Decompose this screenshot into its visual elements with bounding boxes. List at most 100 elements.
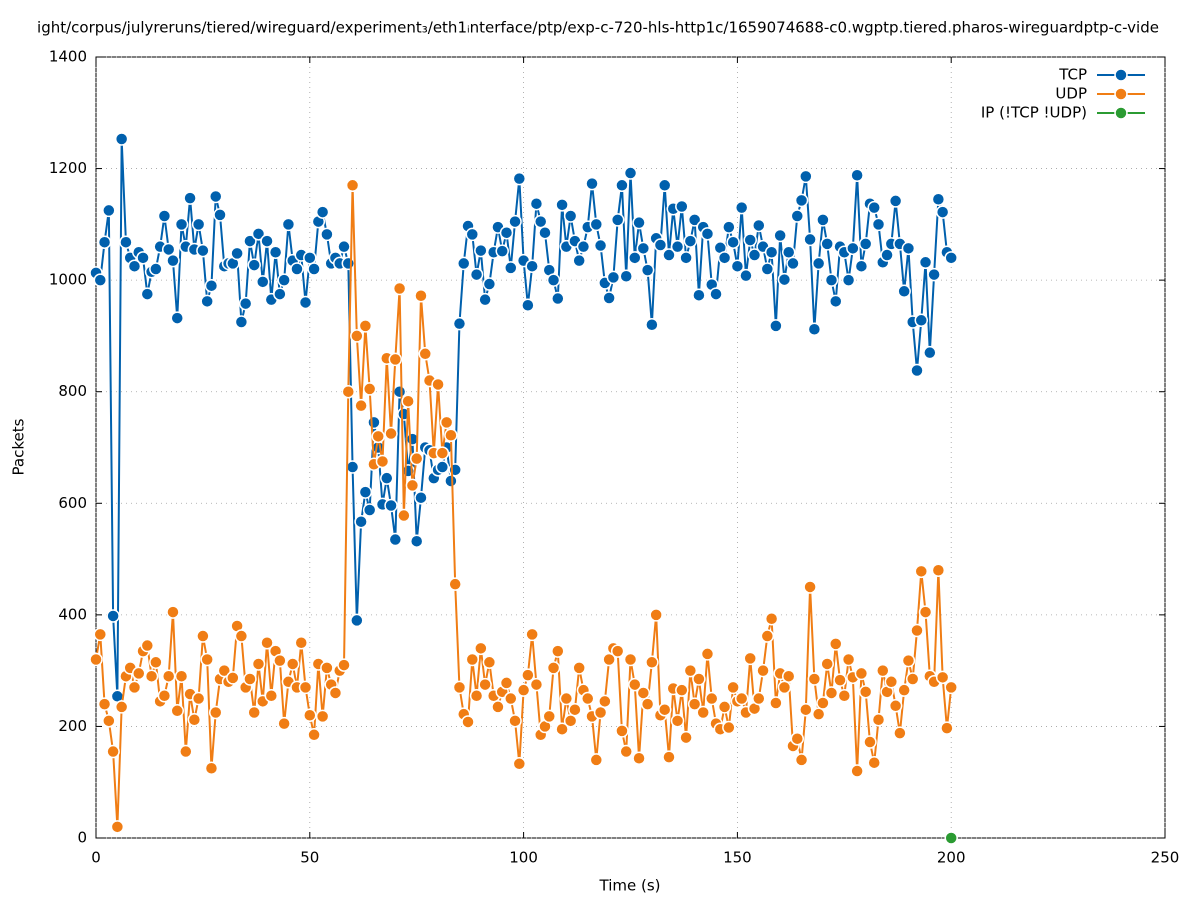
data-point [546,661,561,675]
data-point [914,564,929,579]
data-point [559,691,574,706]
data-point [747,248,762,262]
data-point [538,225,552,240]
data-point [350,329,364,343]
data-point [824,686,839,700]
data-point [722,220,736,234]
data-point [341,256,356,271]
data-point [285,657,300,671]
data-point [260,234,274,248]
data-point [602,291,616,305]
data-point [790,209,805,223]
data-point [93,627,108,642]
data-point [200,652,214,667]
data-point [632,215,646,230]
data-point [405,478,420,493]
data-point [764,612,779,626]
data-point [341,384,356,399]
data-point [191,691,206,706]
data-point [675,199,689,214]
data-point [444,428,458,442]
data-point [307,262,321,276]
data-point [640,263,655,277]
data-point [345,178,360,193]
data-point [619,269,633,283]
data-point [628,677,642,692]
data-point [251,227,266,241]
data-point [435,460,450,474]
data-point [456,256,471,271]
data-point [166,605,180,619]
data-point [572,661,586,675]
data-point [700,647,715,661]
data-point [303,708,317,723]
data-point [499,676,514,690]
data-point [174,669,189,683]
data-point [234,315,249,329]
data-point [760,262,775,276]
data-point [106,609,120,623]
data-point [726,680,740,695]
data-point [277,273,291,287]
data-point [683,234,698,248]
data-point [251,657,266,671]
data-point [854,666,869,681]
data-point [392,384,407,399]
legend-label: UDP [1055,85,1087,103]
data-point [833,673,847,687]
y-tick-label: 0 [77,829,87,847]
data-point [337,239,351,254]
data-point [320,227,334,242]
data-point [692,288,706,302]
data-point [593,705,608,720]
data-point [174,217,189,232]
data-point [593,238,608,253]
y-axis-label: Packets [10,418,28,475]
data-point [807,672,822,686]
data-point [824,273,839,287]
data-point [709,287,723,301]
data-point [529,196,544,211]
data-point [739,268,753,283]
data-point [828,294,843,309]
data-point [106,744,120,759]
data-point [320,661,334,675]
data-point [508,714,522,728]
data-point [392,281,407,296]
data-point [469,267,484,282]
data-point [157,209,172,223]
data-point [397,508,411,523]
data-point [615,178,629,193]
data-point [435,446,450,460]
data-point [161,669,176,683]
data-point [675,683,689,697]
data-point [264,688,279,703]
data-point [89,652,103,667]
data-point [786,256,800,271]
data-point [871,217,886,232]
data-point [260,636,274,650]
data-point [888,194,903,208]
data-point [110,820,125,834]
data-point [166,253,180,268]
data-point [884,675,899,689]
x-tick-label: 200 [937,849,966,867]
data-point [298,680,313,695]
data-point [662,248,676,262]
data-point [726,235,740,249]
data-point [196,629,210,643]
data-point [469,688,484,703]
data-point [273,653,287,668]
data-point [752,691,766,706]
data-point [944,680,958,695]
data-point [901,653,916,668]
data-point [636,686,651,700]
data-point [521,668,535,682]
data-point [551,291,565,306]
data-point [482,655,497,670]
data-point [409,534,424,548]
data-point [93,273,108,287]
data-point [828,637,843,651]
data-point [179,744,193,759]
data-point [358,319,373,333]
